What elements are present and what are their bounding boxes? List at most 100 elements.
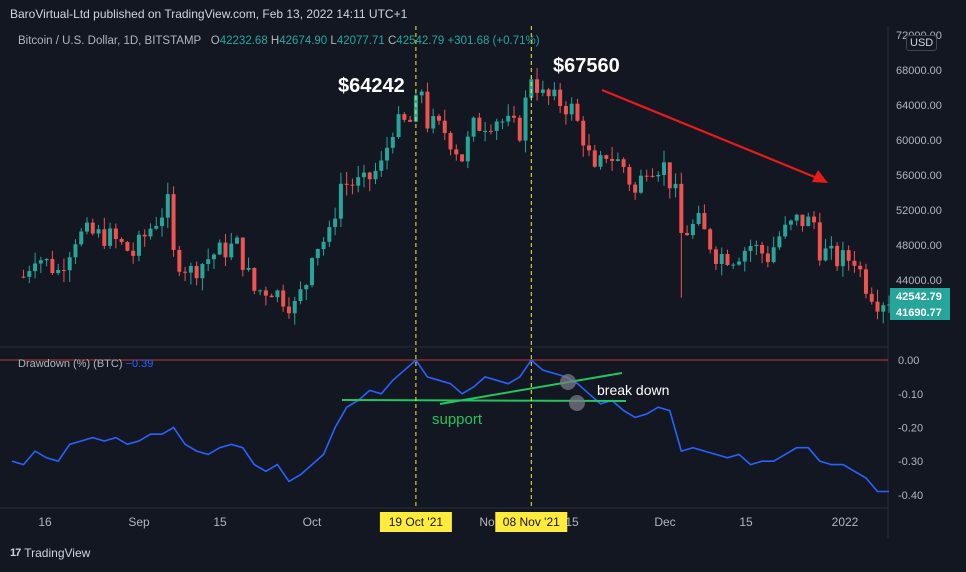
price-label-box <box>890 288 950 304</box>
tradingview-logo-icon: 17 <box>10 547 21 559</box>
candle-body <box>73 244 78 258</box>
candle-body <box>477 117 482 131</box>
candle-body <box>742 250 747 262</box>
candle-body <box>102 229 107 246</box>
candle-body <box>131 250 136 256</box>
candle-body <box>817 222 822 261</box>
candle-body <box>286 306 291 314</box>
candle-body <box>56 270 61 274</box>
candle-body <box>148 228 153 237</box>
candle-body <box>275 290 280 298</box>
candle-body <box>367 172 372 180</box>
time-tick-label: Oct <box>303 515 322 529</box>
candle-body <box>483 130 488 132</box>
candle-body <box>592 150 597 167</box>
candle-body <box>823 248 828 261</box>
candle-body <box>38 260 43 264</box>
date-marker-label: 08 Nov '21 <box>503 515 560 529</box>
high-label: H <box>270 35 280 47</box>
break-point-marker <box>569 395 585 411</box>
price-tick-label: 64000.00 <box>896 100 942 112</box>
time-tick-label: No <box>479 515 495 529</box>
candle-body <box>27 271 32 277</box>
currency-badge[interactable]: USD <box>906 35 938 51</box>
indicator-name: Drawdown (%) (BTC) <box>18 358 123 370</box>
price-tick-label: 52000.00 <box>896 205 942 217</box>
candle-body <box>887 304 892 306</box>
candle-body <box>113 228 118 240</box>
candle-body <box>229 243 234 258</box>
indicator-legend[interactable]: Drawdown (%) (BTC) −0.39 <box>18 358 153 370</box>
candle-body <box>777 236 782 248</box>
candle-body <box>315 248 320 259</box>
candle-body <box>425 91 430 129</box>
candle-body <box>183 271 188 273</box>
candle-body <box>217 242 222 255</box>
candle-body <box>598 155 603 167</box>
close-value: 42542.79 <box>396 35 445 47</box>
symbol-legend: Bitcoin / U.S. Dollar, 1D, BITSTAMP O422… <box>18 35 540 47</box>
candle-body <box>529 79 534 98</box>
candle-body <box>558 89 563 106</box>
candle-body <box>540 89 545 93</box>
high-value: 42674.90 <box>279 35 328 47</box>
date-marker-box <box>495 512 568 532</box>
candle-body <box>858 265 863 270</box>
price-tick-label: 68000.00 <box>896 65 942 77</box>
candle-body <box>436 116 441 121</box>
candle-body <box>396 114 401 137</box>
candle-body <box>702 212 707 230</box>
candle-body <box>269 295 274 298</box>
support-label: support <box>432 411 483 428</box>
peak2-annotation: $67560 <box>553 55 620 77</box>
candle-body <box>206 259 211 264</box>
candle-body <box>211 254 216 260</box>
candle-body <box>61 270 66 272</box>
candle-body <box>385 147 390 161</box>
candle-body <box>465 136 470 162</box>
candle-body <box>373 170 378 180</box>
tradingview-footer[interactable]: 17 TradingView <box>10 546 90 560</box>
candle-body <box>361 172 366 178</box>
price-pane <box>21 68 892 325</box>
time-tick-label: 16 <box>38 515 52 529</box>
price-tick-label: 60000.00 <box>896 135 942 147</box>
candle-body <box>644 175 649 177</box>
time-tick-label: Dec <box>654 515 675 529</box>
candle-body <box>154 225 159 229</box>
candle-body <box>344 183 349 185</box>
breakdown-label: break down <box>597 382 669 398</box>
candle-body <box>800 214 805 227</box>
drawdown-pane: support break down <box>0 358 889 493</box>
candle-body <box>765 253 770 263</box>
candle-body <box>794 214 799 221</box>
candle-body <box>846 250 851 261</box>
trend-line <box>439 372 623 405</box>
candle-body <box>246 267 251 270</box>
candle-body <box>546 89 551 97</box>
price-tick-label: 56000.00 <box>896 170 942 182</box>
candle-body <box>812 216 817 223</box>
candle-body <box>494 121 499 131</box>
low-label: L <box>330 35 337 47</box>
candle-body <box>863 269 868 294</box>
candle-body <box>21 276 26 278</box>
drawdown-line <box>11 358 889 493</box>
candle-body <box>615 159 620 161</box>
candle-body <box>783 224 788 237</box>
date-marker-box <box>379 512 452 532</box>
time-tick-label: 15 <box>565 515 579 529</box>
candle-body <box>835 245 840 267</box>
peak1-annotation: $64242 <box>338 75 405 97</box>
candle-body <box>310 258 315 286</box>
candle-body <box>333 218 338 228</box>
low-value: 42077.71 <box>336 35 385 47</box>
candle-body <box>627 167 632 185</box>
candle-body <box>731 264 736 266</box>
candle-body <box>575 103 580 121</box>
candle-body <box>719 253 724 264</box>
candle-body <box>96 229 101 234</box>
candle-body <box>125 242 130 251</box>
candle-body <box>171 194 176 250</box>
candle-body <box>413 95 418 122</box>
